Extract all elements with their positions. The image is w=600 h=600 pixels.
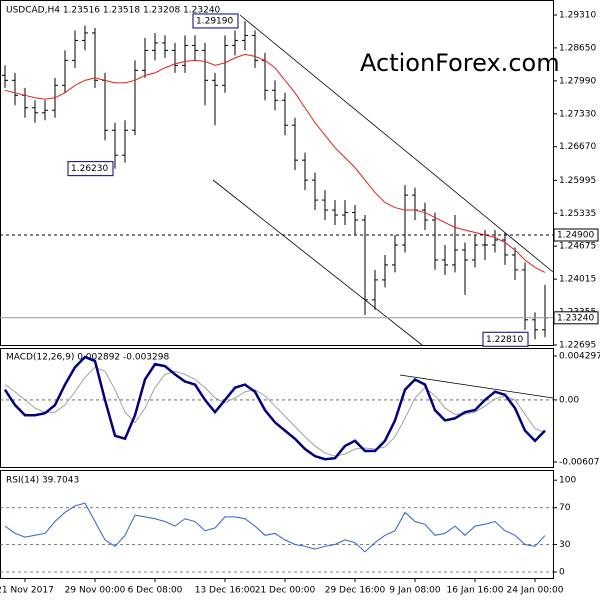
x-tick-label: 21 Nov 2017 [0,586,54,596]
level-label: 1.23240 [557,313,594,323]
y-tick-label: 0.00 [559,395,579,405]
annotation-box [67,161,114,177]
main-frame [0,0,554,346]
y-tick-label: 1.26670 [559,142,596,152]
annotation-label: 1.29190 [196,16,233,26]
y-tick-label: 100 [559,476,576,486]
chart-title: USDCAD,H4 1.23516 1.23518 1.23208 1.2324… [6,6,221,16]
series-line [4,366,546,457]
series-line [4,53,546,273]
x-tick-label: 6 Dec 08:00 [128,586,183,596]
y-tick-label: 1.27330 [559,109,596,119]
y-tick-label: 1.24015 [559,275,596,285]
annotation-box [192,13,239,29]
macd-trendline [399,374,554,399]
y-tick-label: 1.24675 [559,242,596,252]
frames [0,0,554,579]
y-tick-label: 1.25995 [559,176,596,186]
x-tick-label: 9 Jan 08:00 [389,586,441,596]
x-tick-label: 29 Dec 16:00 [325,586,386,596]
y-tick-label: 1.29310 [559,10,596,20]
channel-upper [239,14,554,273]
annotation-label: 1.22810 [486,335,523,345]
x-tick-label: 29 Nov 00:00 [65,586,126,596]
y-tick-label: 70 [559,503,571,513]
x-tick-label: 24 Jan 00:00 [507,586,564,596]
series-line [4,502,546,553]
y-tick-label: 0.004297 [559,351,600,361]
annotation-box [482,331,529,347]
watermark: ActionForex.com [360,49,560,77]
series-line [3,355,546,461]
x-tick-label: 16 Jan 16:00 [447,586,504,596]
y-tick-label: 1.28650 [559,43,596,53]
annotation-label: 1.26230 [71,164,108,174]
y-tick-label: 1.27990 [559,76,596,86]
level-box [553,311,599,325]
y-tick-label: 1.22695 [559,341,596,351]
rsi-frame [0,470,554,579]
x-tick-label: 13 Dec 16:00 [195,586,256,596]
y-tick-label: 30 [559,540,571,550]
y-tick-label: 1.25335 [559,209,596,219]
x-tick-label: 21 Dec 00:00 [255,586,316,596]
macd-frame [0,348,554,468]
level-label: 1.24900 [557,230,594,240]
y-tick-label: 0 [559,568,565,578]
level-box [553,228,599,242]
rsi-title: RSI(14) 39.7043 [6,476,79,486]
